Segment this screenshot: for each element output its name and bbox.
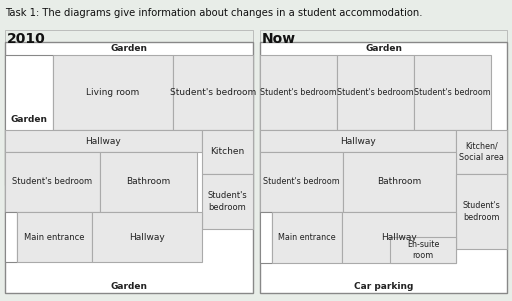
Text: Garden: Garden bbox=[111, 282, 147, 291]
Bar bbox=[17, 212, 92, 262]
Bar bbox=[53, 55, 173, 130]
Text: Kitchen/
Social area: Kitchen/ Social area bbox=[459, 142, 504, 162]
Bar bbox=[5, 55, 53, 185]
Text: Bathroom: Bathroom bbox=[126, 178, 170, 187]
Text: Student's bedroom: Student's bedroom bbox=[263, 178, 340, 187]
Bar bbox=[173, 55, 253, 130]
Bar bbox=[342, 212, 456, 263]
Bar bbox=[5, 152, 100, 212]
Bar bbox=[337, 55, 414, 130]
Text: 2010: 2010 bbox=[7, 32, 46, 46]
Text: Student's
bedroom: Student's bedroom bbox=[463, 201, 500, 222]
Text: Hallway: Hallway bbox=[340, 136, 376, 145]
Bar bbox=[260, 212, 272, 263]
Text: Garden: Garden bbox=[111, 44, 147, 53]
Text: Main entrance: Main entrance bbox=[278, 233, 336, 242]
Text: Student's bedroom: Student's bedroom bbox=[260, 88, 337, 97]
Text: Student's bedroom: Student's bedroom bbox=[170, 88, 256, 97]
Text: Student's bedroom: Student's bedroom bbox=[414, 88, 491, 97]
Bar bbox=[343, 152, 456, 212]
Text: En-suite
room: En-suite room bbox=[407, 240, 439, 260]
Text: Now: Now bbox=[262, 32, 296, 46]
Bar bbox=[5, 212, 17, 262]
Text: Hallway: Hallway bbox=[381, 233, 417, 242]
Bar bbox=[202, 130, 253, 174]
Text: Task 1: The diagrams give information about changes in a student accommodation.: Task 1: The diagrams give information ab… bbox=[5, 8, 422, 18]
Bar bbox=[92, 212, 202, 262]
Bar bbox=[456, 174, 507, 249]
Text: Kitchen: Kitchen bbox=[210, 147, 245, 157]
Bar bbox=[260, 30, 507, 293]
Bar bbox=[100, 152, 197, 212]
Text: Garden: Garden bbox=[11, 116, 48, 125]
Bar bbox=[272, 212, 342, 263]
Text: Student's
bedroom: Student's bedroom bbox=[208, 191, 247, 212]
Text: Living room: Living room bbox=[87, 88, 140, 97]
Bar bbox=[260, 130, 456, 152]
Text: Student's bedroom: Student's bedroom bbox=[337, 88, 414, 97]
Text: Garden: Garden bbox=[365, 44, 402, 53]
Text: Student's bedroom: Student's bedroom bbox=[12, 178, 93, 187]
Bar bbox=[260, 42, 507, 293]
Text: Car parking: Car parking bbox=[354, 282, 413, 291]
Bar bbox=[202, 174, 253, 229]
Bar bbox=[5, 30, 253, 293]
Bar bbox=[390, 237, 456, 263]
Bar bbox=[5, 130, 202, 152]
Bar bbox=[456, 130, 507, 174]
Text: Hallway: Hallway bbox=[129, 232, 165, 241]
Bar bbox=[260, 152, 343, 212]
Text: Hallway: Hallway bbox=[86, 136, 121, 145]
Bar bbox=[414, 55, 491, 130]
Text: Bathroom: Bathroom bbox=[377, 178, 421, 187]
Bar bbox=[260, 55, 337, 130]
Text: Main entrance: Main entrance bbox=[24, 232, 85, 241]
Bar bbox=[5, 42, 253, 293]
